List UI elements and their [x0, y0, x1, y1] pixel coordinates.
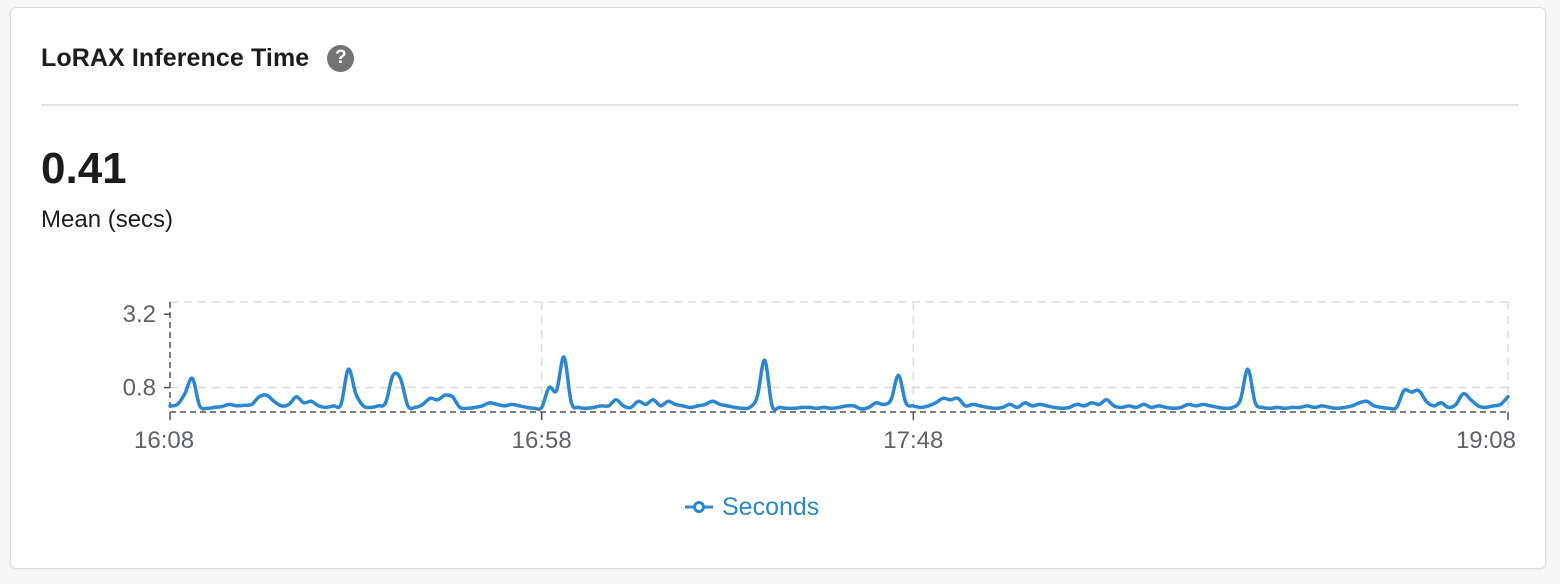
x-tick-label: 16:08: [134, 427, 194, 454]
chart-grid: [170, 301, 1509, 412]
y-tick-label: 3.2: [123, 301, 156, 328]
card-header: LoRAX Inference Time ?: [41, 38, 355, 78]
chart-ticks: 3.2 0.8 16:08 16:58 17:48 19:08: [123, 301, 1516, 454]
y-tick-label: 0.8: [123, 375, 156, 402]
chart-axes: [169, 302, 1508, 413]
chart-legend[interactable]: Seconds: [684, 492, 819, 522]
x-tick-label: 19:08: [1456, 427, 1516, 454]
mean-value: 0.41: [41, 144, 127, 193]
x-tick-label: 17:48: [883, 427, 943, 454]
card-title: LoRAX Inference Time: [41, 43, 310, 72]
series-line-seconds[interactable]: [168, 355, 1510, 412]
legend-label: Seconds: [722, 492, 820, 521]
mean-label: Mean (secs): [41, 206, 174, 233]
metric-card: LoRAX Inference Time ? 0.41 Mean (secs): [10, 7, 1546, 569]
legend-series-marker: [685, 501, 713, 513]
x-tick-label: 16:58: [512, 427, 572, 454]
question-circle-icon[interactable]: ?: [327, 44, 355, 72]
chart-series: [168, 355, 1510, 412]
header-divider: [41, 104, 1519, 106]
